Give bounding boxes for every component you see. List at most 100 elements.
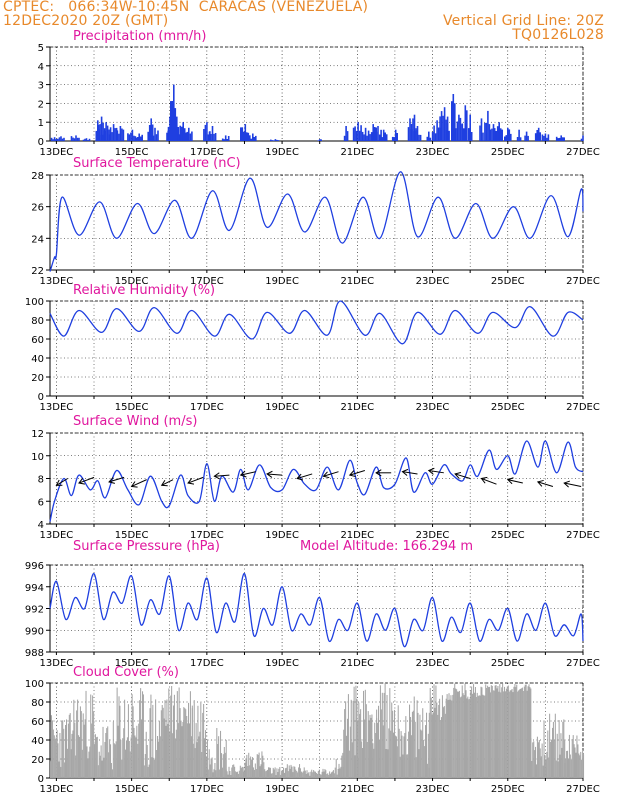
cloud-bar xyxy=(374,722,376,778)
cloud-bar xyxy=(458,690,460,778)
cloud-bar xyxy=(457,691,459,778)
cloud-bar xyxy=(480,686,482,778)
cloud-bar xyxy=(63,728,65,778)
cloud-bar xyxy=(301,772,303,778)
cloud-bar xyxy=(109,739,111,778)
cloud-bar xyxy=(155,699,157,778)
cloud-bar xyxy=(473,692,475,778)
humidity-line xyxy=(49,300,584,345)
x-tick-label: 25DEC xyxy=(491,402,525,413)
cloud-bar xyxy=(71,733,73,778)
cloud-bar xyxy=(481,687,483,778)
wind-vector-head xyxy=(55,479,63,486)
wind-vector xyxy=(323,471,339,477)
cloud-bar xyxy=(129,751,131,778)
wind-vector-head xyxy=(348,470,356,478)
cloud-bar xyxy=(416,700,418,778)
cloud-bar xyxy=(51,720,53,778)
cloud-bar xyxy=(250,756,252,778)
precip-bar xyxy=(439,116,441,141)
wind-vector-head xyxy=(401,468,409,476)
precip-bar xyxy=(455,128,457,141)
cloud-bar xyxy=(158,741,160,778)
cloud-bar xyxy=(211,757,213,778)
precip-bar xyxy=(544,133,547,141)
cloud-bar xyxy=(312,772,314,778)
cloud-bar xyxy=(396,746,398,778)
cloud-bar xyxy=(200,701,202,778)
x-tick-label: 25DEC xyxy=(491,276,525,287)
cloud-bar xyxy=(514,683,516,778)
cloud-bar xyxy=(525,684,527,778)
precip-bar xyxy=(412,118,414,141)
cloud-bar xyxy=(50,761,52,778)
cloud-bar xyxy=(541,743,543,778)
cloud-bar xyxy=(553,739,555,778)
precip-bar xyxy=(121,128,123,141)
cloud-bar xyxy=(398,728,400,778)
precip-bar xyxy=(122,129,125,141)
precip-bar xyxy=(138,133,140,141)
precip-bar xyxy=(452,94,455,141)
cloud-bar xyxy=(575,752,577,778)
cloud-bar xyxy=(110,763,112,778)
cloud-bar xyxy=(408,731,410,778)
cloud-bar xyxy=(476,692,478,778)
cloud-bar xyxy=(395,736,397,778)
y-tick-label: 20 xyxy=(31,755,44,766)
cloud-bar xyxy=(241,766,243,778)
cloud-bar xyxy=(425,725,427,778)
cloud-bar xyxy=(57,743,59,778)
precip-bar xyxy=(186,131,189,141)
cloud-bar xyxy=(347,694,349,778)
cloud-bar xyxy=(314,771,316,778)
cloud-bar xyxy=(420,729,422,778)
cloud-bar xyxy=(121,759,123,778)
cloud-bar xyxy=(550,741,552,778)
cloud-bar xyxy=(417,712,419,778)
precip-bar xyxy=(224,135,227,141)
cloud-bar xyxy=(334,767,336,778)
cloud-bar xyxy=(531,761,533,778)
precip-bar xyxy=(87,140,89,141)
cloud-bar xyxy=(348,750,350,778)
cloud-bar xyxy=(430,697,432,778)
cloud-bar xyxy=(521,687,523,778)
cloud-bar xyxy=(479,695,481,778)
cloud-bar xyxy=(305,774,307,778)
cloud-bar xyxy=(208,749,210,778)
precip-bar xyxy=(111,132,113,141)
precip-bar xyxy=(76,137,79,141)
cloud-bar xyxy=(315,771,317,778)
cloud-bar xyxy=(501,687,503,778)
precip-bar xyxy=(174,108,177,141)
precip-bar xyxy=(53,137,56,141)
cloud-bar xyxy=(522,691,524,778)
cloud-bar xyxy=(145,731,147,778)
cloud-bar xyxy=(210,758,212,778)
cloud-bar xyxy=(146,745,148,778)
cloud-bar xyxy=(207,769,209,778)
cloud-bar xyxy=(466,698,468,778)
panel-title: Relative Humidity (%) xyxy=(73,283,215,298)
precip-bar xyxy=(357,122,359,141)
cloud-bar xyxy=(221,767,223,778)
cloud-bar xyxy=(454,683,456,778)
cloud-bar xyxy=(453,687,455,778)
precip-bar xyxy=(180,126,183,141)
cloud-bar xyxy=(86,746,88,778)
x-tick-label: 15DEC xyxy=(115,530,149,541)
cloud-bar xyxy=(410,735,412,778)
cloud-bar xyxy=(538,740,540,778)
precip-bar xyxy=(358,130,361,141)
cloud-bar xyxy=(536,764,538,778)
cloud-bar xyxy=(442,707,444,778)
panel-5: 0 20 40 60 80 100 13DEC 15DEC 17DEC 19DEC 21DEC 23D… xyxy=(25,665,600,795)
cloud-bar xyxy=(515,687,517,778)
cloud-bar xyxy=(565,758,567,778)
precip-bar xyxy=(364,127,367,141)
cloud-bar xyxy=(470,691,472,778)
cloud-bar xyxy=(332,770,334,778)
cloud-bar xyxy=(222,754,224,778)
cloud-bar xyxy=(384,683,386,778)
